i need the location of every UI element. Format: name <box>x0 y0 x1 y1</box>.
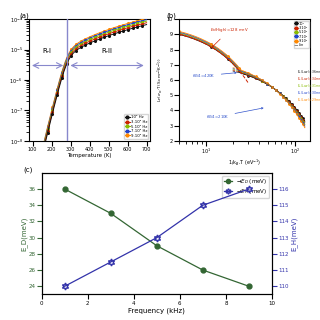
Text: R-II: R-II <box>101 48 113 54</box>
Text: $\theta_D$/4=210K: $\theta_D$/4=210K <box>206 108 263 121</box>
$E_H$ (meV) <box>155 236 159 240</box>
Text: (a): (a) <box>19 13 29 19</box>
$→ E_D$ (meV) <box>63 187 67 191</box>
Y-axis label: Ln($\sigma_{ac}$$\cdot$T(S.cm$^{-1}$K$^{-1}$)): Ln($\sigma_{ac}$$\cdot$T(S.cm$^{-1}$K$^{… <box>156 58 165 102</box>
Text: (b): (b) <box>166 13 176 19</box>
$→ E_D$ (meV) <box>247 284 251 288</box>
X-axis label: Temperature (K): Temperature (K) <box>67 153 112 158</box>
Line: $→ E_D$ (meV): $→ E_D$ (meV) <box>62 187 252 289</box>
Text: (c): (c) <box>23 166 33 173</box>
$E_H$ (meV) <box>109 260 113 264</box>
$→ E_D$ (meV) <box>155 244 159 248</box>
Text: $\theta_D$/4=420K: $\theta_D$/4=420K <box>192 72 236 80</box>
$E_H$ (meV) <box>63 284 67 288</box>
Legend: $→ E_D$ (meV), $→ E_H$ (meV): $→ E_D$ (meV), $→ E_H$ (meV) <box>222 176 269 198</box>
Y-axis label: E_D(meV): E_D(meV) <box>20 216 27 251</box>
X-axis label: Frequency (kHz): Frequency (kHz) <box>128 307 185 314</box>
X-axis label: 1/k$_B$.T (eV$^{-1}$): 1/k$_B$.T (eV$^{-1}$) <box>228 158 261 168</box>
$E_H$ (meV) <box>201 203 205 207</box>
Text: $E_a$(High)=128 meV: $E_a$(High)=128 meV <box>210 26 248 47</box>
Text: E$_a$(Low)=34 ms: E$_a$(Low)=34 ms <box>297 76 320 83</box>
Legend: 10², 3.10², 5.10², 7.10², 9.10², Lin: 10², 3.10², 5.10², 7.10², 9.10², Lin <box>293 21 309 48</box>
Text: E$_a$(Low)=31 ms: E$_a$(Low)=31 ms <box>297 82 320 90</box>
Line: $E_H$ (meV): $E_H$ (meV) <box>61 186 252 290</box>
Text: E$_a$(Low)=30 ms: E$_a$(Low)=30 ms <box>297 89 320 97</box>
Y-axis label: E_H(meV): E_H(meV) <box>290 216 297 251</box>
Legend: 10² Hz, 3.10² Hz, 5.10² Hz, 7.10² Hz, 9.10² Hz: 10² Hz, 3.10² Hz, 5.10² Hz, 7.10² Hz, 9.… <box>124 114 148 139</box>
Text: R-I: R-I <box>42 48 51 54</box>
$→ E_D$ (meV) <box>109 212 113 215</box>
$→ E_D$ (meV) <box>201 268 205 272</box>
Text: E$_a$(Low)=29 ms: E$_a$(Low)=29 ms <box>297 96 320 104</box>
$E_H$ (meV) <box>247 187 251 191</box>
Text: E$_a$(Low)=36 ms: E$_a$(Low)=36 ms <box>297 68 320 76</box>
